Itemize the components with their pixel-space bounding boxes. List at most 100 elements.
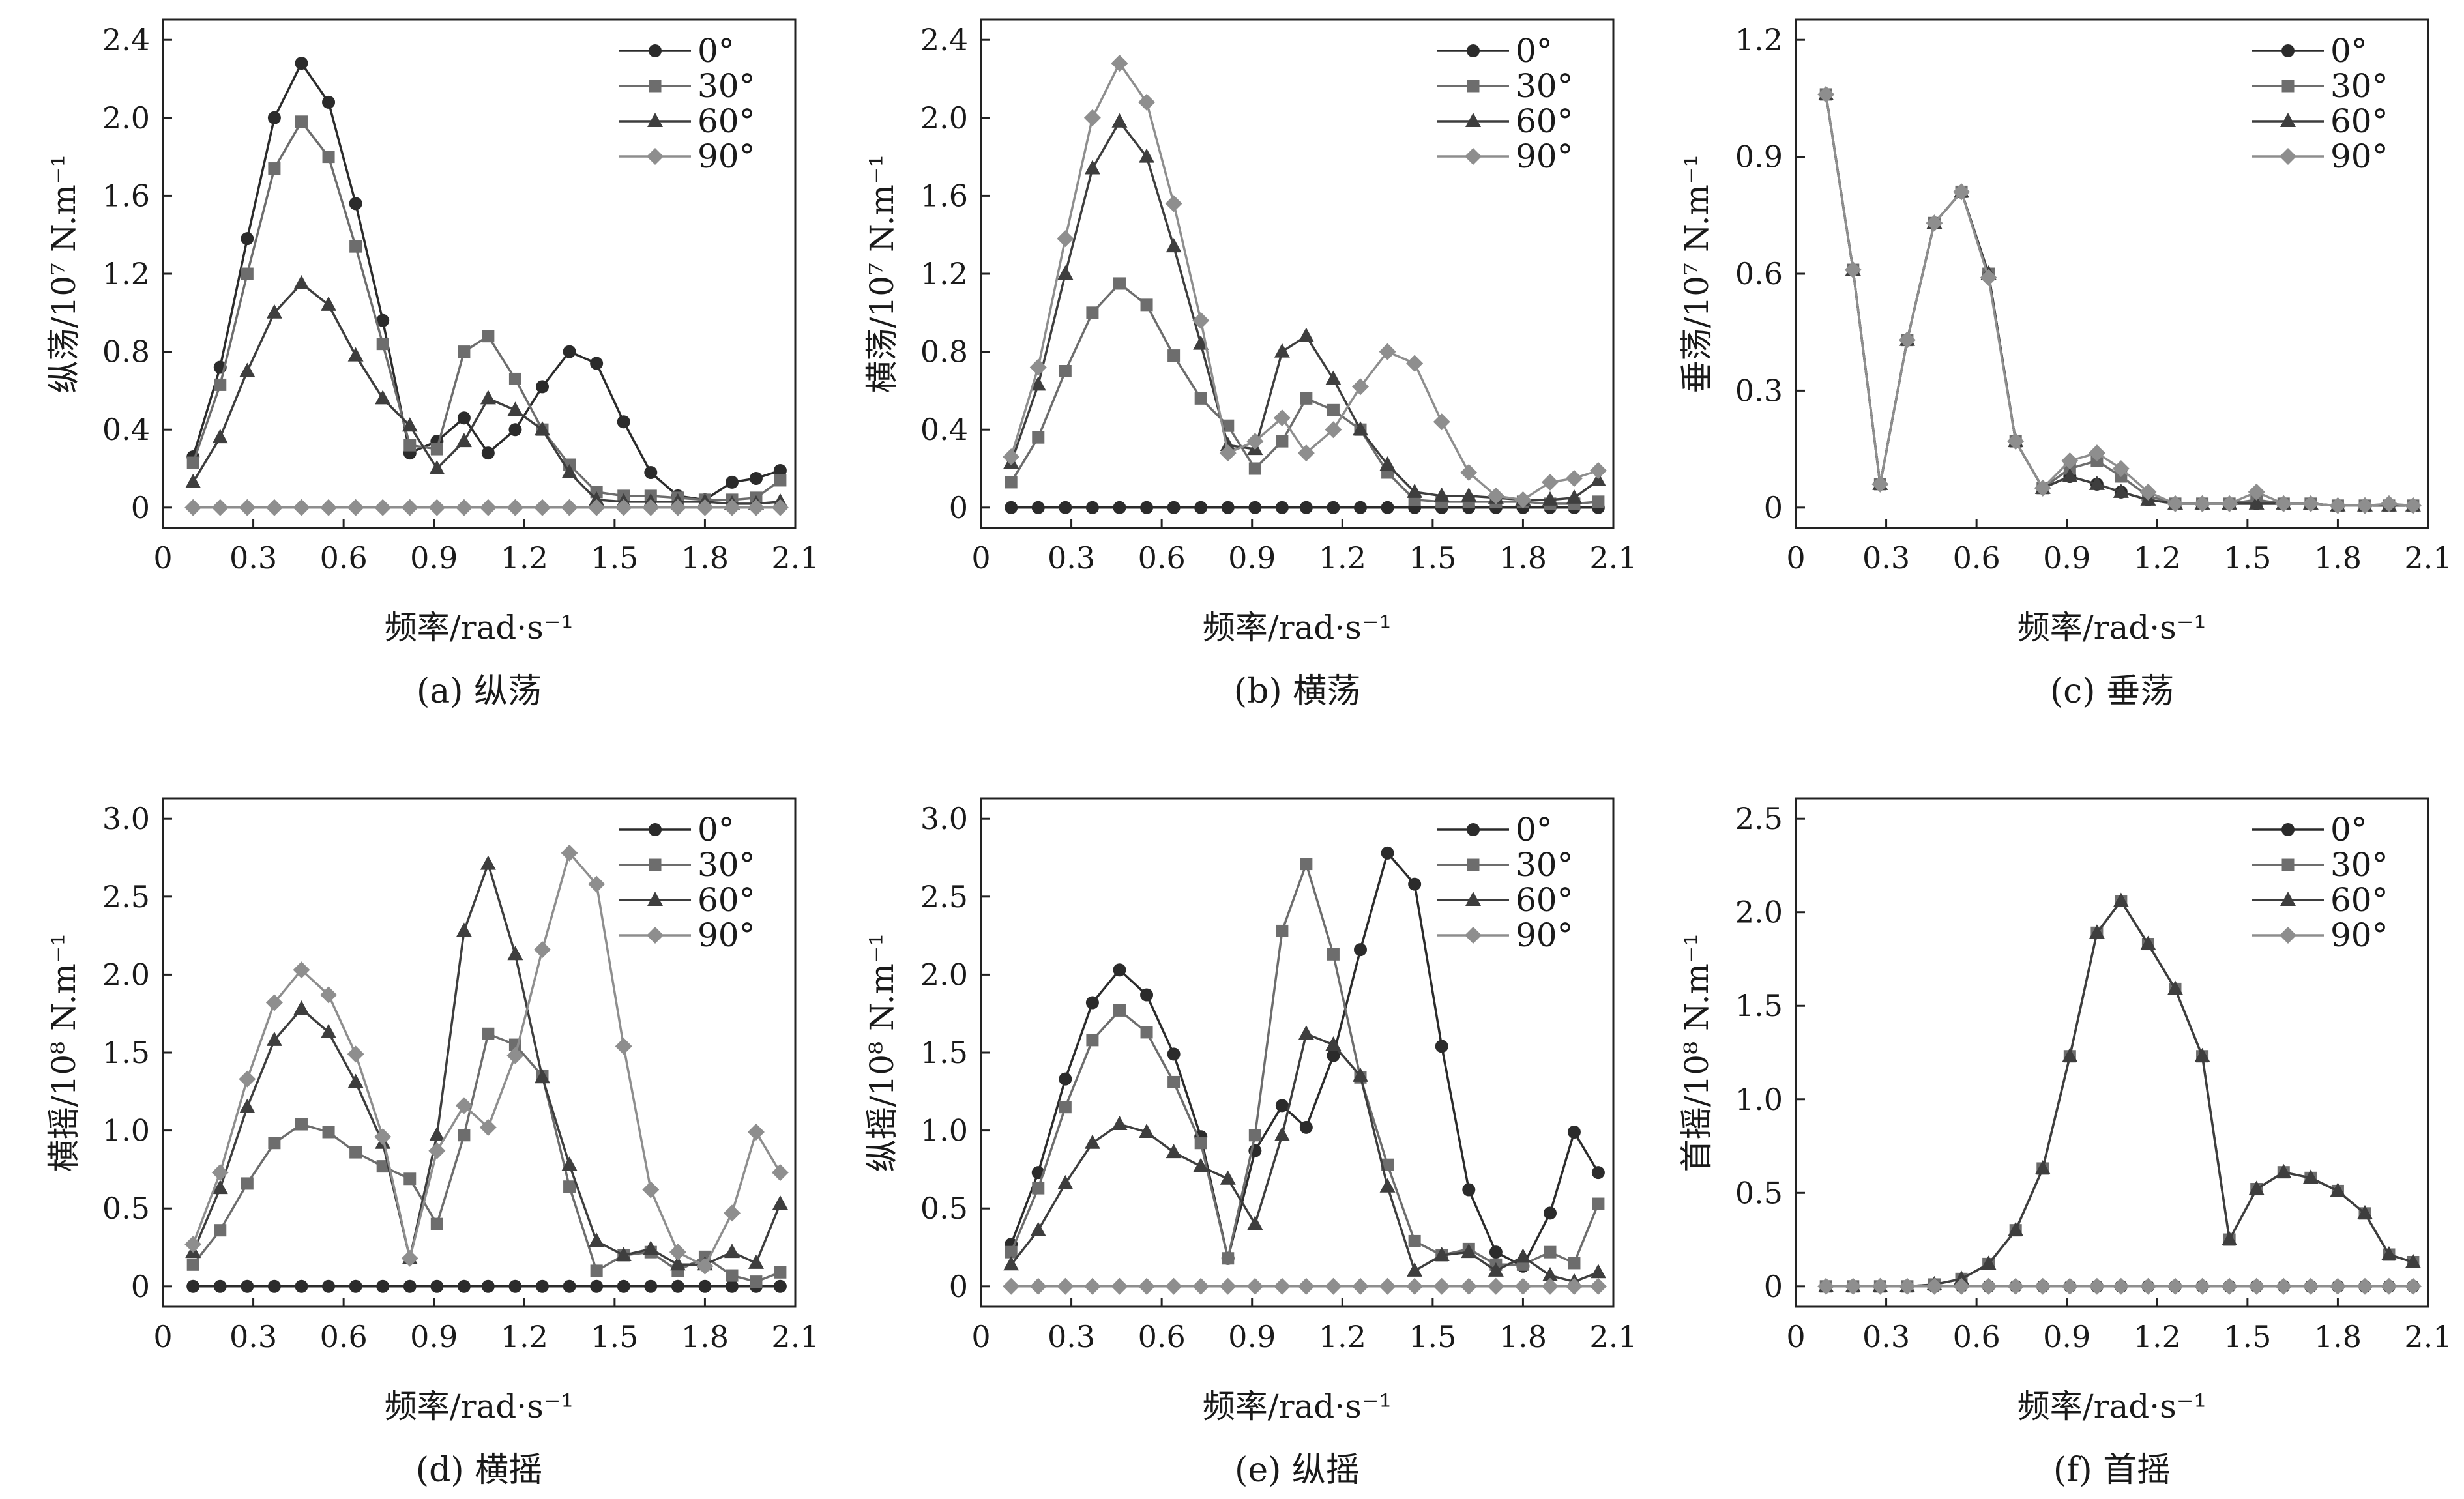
data-point (1084, 1134, 1100, 1149)
data-point (561, 463, 578, 478)
legend-label: 90° (1516, 138, 1574, 175)
legend-label: 0° (2330, 811, 2368, 849)
data-point (561, 499, 578, 516)
data-point (347, 347, 364, 362)
data-point (1817, 85, 1835, 103)
y-tick-label: 0 (1764, 490, 1783, 525)
x-tick-label: 1.8 (2314, 540, 2362, 575)
data-point (481, 446, 495, 460)
data-point (322, 1126, 335, 1139)
legend-label: 30° (2330, 67, 2388, 105)
series-line-1 (192, 119, 781, 501)
plot-frame (1795, 797, 2429, 1308)
data-point (1059, 501, 1072, 514)
x-tick-label: 0.6 (1953, 540, 2001, 575)
data-point (2356, 497, 2373, 514)
data-point (1352, 378, 1369, 396)
data-point (293, 961, 310, 979)
x-tick-label: 2.1 (771, 540, 819, 575)
data-point (430, 1279, 444, 1293)
data-point (2381, 1246, 2397, 1261)
data-point (1898, 1277, 1916, 1295)
data-point (214, 1224, 227, 1237)
data-point (1057, 1174, 1074, 1189)
y-tick-label: 0.3 (1735, 373, 1783, 408)
x-tick-label: 1.2 (2134, 1319, 2181, 1354)
data-point (211, 499, 229, 516)
data-point (2062, 1047, 2078, 1062)
data-point (1542, 473, 1559, 491)
data-point (458, 1129, 471, 1142)
data-point (726, 1269, 739, 1282)
data-point (376, 1279, 390, 1293)
data-point (1871, 1277, 1889, 1295)
data-point (267, 111, 281, 124)
data-point (1140, 1026, 1153, 1039)
chart-caption: (c) 垂荡 (2050, 672, 2174, 711)
x-tick-label: 0.9 (2043, 1319, 2090, 1354)
data-point (1844, 261, 1862, 279)
data-point (212, 429, 228, 444)
y-tick-label: 2.5 (1735, 801, 1783, 836)
y-tick-label: 1.6 (102, 178, 150, 213)
data-point (186, 1279, 200, 1293)
data-point (1029, 358, 1047, 376)
data-point (1192, 1277, 1210, 1295)
y-tick-label: 0.5 (920, 1191, 968, 1226)
data-point (241, 1279, 254, 1293)
data-point (479, 499, 497, 516)
data-point (1462, 1183, 1476, 1197)
data-point (293, 1000, 310, 1015)
data-point (2167, 1277, 2184, 1295)
data-point (698, 1279, 712, 1293)
data-point (1408, 877, 1422, 891)
data-point (1194, 501, 1208, 514)
data-point (241, 232, 254, 246)
data-point (1273, 409, 1291, 427)
y-tick-label: 1.0 (1735, 1082, 1783, 1117)
data-point (1381, 501, 1394, 514)
data-point (589, 1232, 605, 1247)
data-point (1514, 491, 1532, 508)
data-point (1220, 437, 1236, 452)
data-point (2034, 1277, 2051, 1295)
data-point (1589, 461, 1607, 479)
x-tick-label: 1.2 (501, 540, 548, 575)
series-line-0 (192, 61, 781, 501)
series-line-1 (1825, 94, 2413, 507)
data-point (2034, 479, 2051, 497)
x-tick-label: 0 (153, 1319, 172, 1354)
data-point (563, 1180, 576, 1193)
data-point (213, 1279, 227, 1293)
x-tick-label: 0 (971, 1319, 990, 1354)
x-tick-label: 1.5 (2223, 540, 2271, 575)
data-point (1542, 491, 1558, 506)
data-point (1590, 1264, 1606, 1279)
y-tick-label: 1.0 (102, 1113, 150, 1148)
data-point (1354, 943, 1367, 957)
data-point (1300, 392, 1313, 405)
y-tick-label: 1.0 (920, 1113, 968, 1148)
data-point (508, 372, 521, 385)
legend-marker (1467, 44, 1480, 57)
legend-marker (649, 858, 662, 871)
data-point (726, 1279, 739, 1293)
x-axis-label: 频率/rad·s⁻¹ (1203, 1388, 1392, 1425)
legend-marker (647, 927, 664, 944)
data-point (1298, 1025, 1314, 1040)
x-tick-label: 0.6 (1953, 1319, 2001, 1354)
data-point (185, 473, 201, 488)
data-point (643, 1240, 659, 1255)
data-point (2302, 495, 2319, 512)
data-point (1219, 444, 1237, 462)
legend-marker (1467, 80, 1480, 93)
x-tick-label: 0.6 (320, 540, 368, 575)
data-point (2357, 1204, 2373, 1219)
data-point (1353, 1067, 1368, 1082)
y-tick-label: 2.4 (102, 22, 150, 57)
legend-label: 30° (2330, 846, 2388, 884)
data-point (430, 1217, 443, 1230)
data-point (374, 499, 392, 516)
y-tick-label: 1.2 (102, 256, 150, 291)
